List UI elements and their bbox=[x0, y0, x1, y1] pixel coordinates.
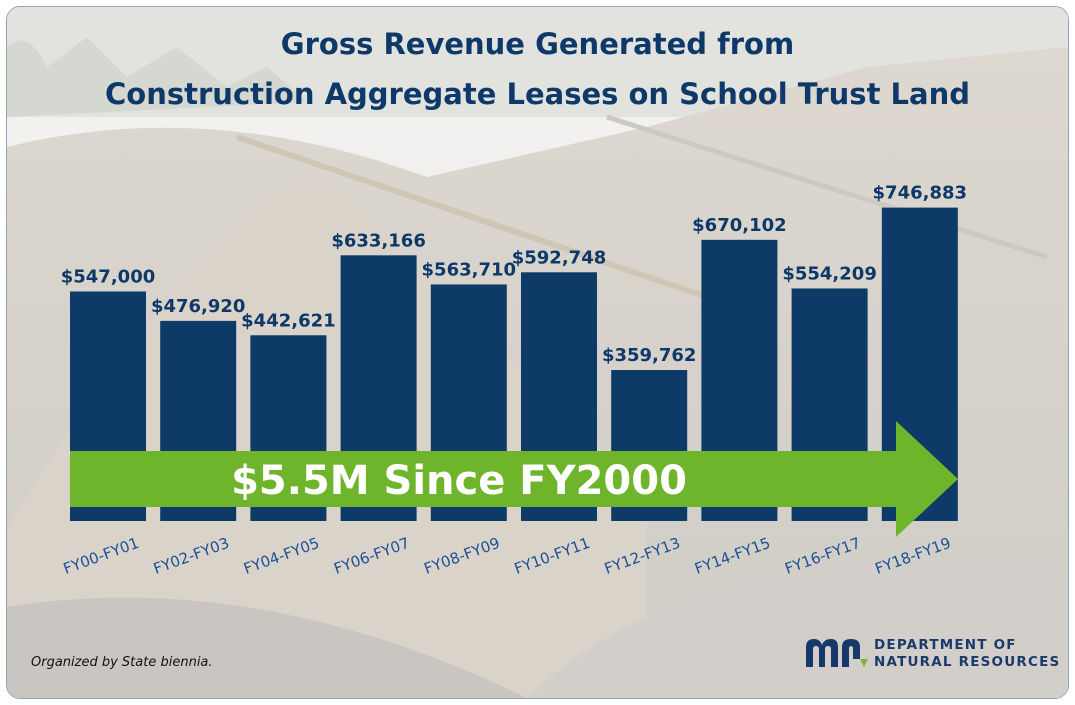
footnote: Organized by State biennia. bbox=[31, 655, 213, 670]
x-tick-label: FY02-FY03 bbox=[151, 534, 232, 578]
data-label: $359,762 bbox=[602, 345, 697, 366]
data-label: $547,000 bbox=[61, 266, 156, 287]
total-revenue-arrow bbox=[70, 421, 958, 537]
data-label: $670,102 bbox=[692, 215, 787, 236]
x-tick-label: FY16-FY17 bbox=[782, 534, 863, 578]
data-label: $442,621 bbox=[241, 310, 336, 331]
x-tick-label: FY08-FY09 bbox=[422, 534, 503, 578]
chart-subtitle: Construction Aggregate Leases on School … bbox=[105, 77, 970, 111]
logo-line-2: NATURAL RESOURCES bbox=[874, 654, 1061, 670]
x-tick-label: FY18-FY19 bbox=[873, 534, 954, 578]
x-tick-label: FY12-FY13 bbox=[602, 534, 683, 578]
data-label: $476,920 bbox=[151, 296, 246, 317]
x-tick-label: FY14-FY15 bbox=[692, 534, 773, 578]
data-label: $554,209 bbox=[782, 263, 877, 284]
x-tick-label: FY00-FY01 bbox=[61, 534, 142, 578]
dnr-logo-text: DEPARTMENT OF NATURAL RESOURCES bbox=[874, 637, 1060, 671]
data-label: $563,710 bbox=[422, 259, 517, 280]
total-revenue-annotation: $5.5M Since FY2000 bbox=[231, 458, 687, 504]
data-label: $746,883 bbox=[873, 183, 968, 204]
data-label: $592,748 bbox=[512, 247, 607, 268]
chart-frame: Gross Revenue Generated from Constructio… bbox=[6, 6, 1069, 699]
x-tick-label: FY06-FY07 bbox=[331, 534, 412, 578]
x-tick-label: FY10-FY11 bbox=[512, 534, 593, 578]
dnr-logo: DEPARTMENT OF NATURAL RESOURCES bbox=[804, 633, 1064, 677]
x-tick-label: FY04-FY05 bbox=[241, 534, 322, 578]
quarry-background-image bbox=[7, 7, 1068, 698]
data-label: $633,166 bbox=[331, 230, 426, 251]
dnr-logo-mark bbox=[806, 639, 868, 667]
bar-chart: $5.5M Since FY2000 $547,000 $476,920$442,… bbox=[61, 183, 968, 578]
chart-title: Gross Revenue Generated from bbox=[280, 27, 795, 61]
logo-line-1: DEPARTMENT OF bbox=[874, 637, 1017, 653]
